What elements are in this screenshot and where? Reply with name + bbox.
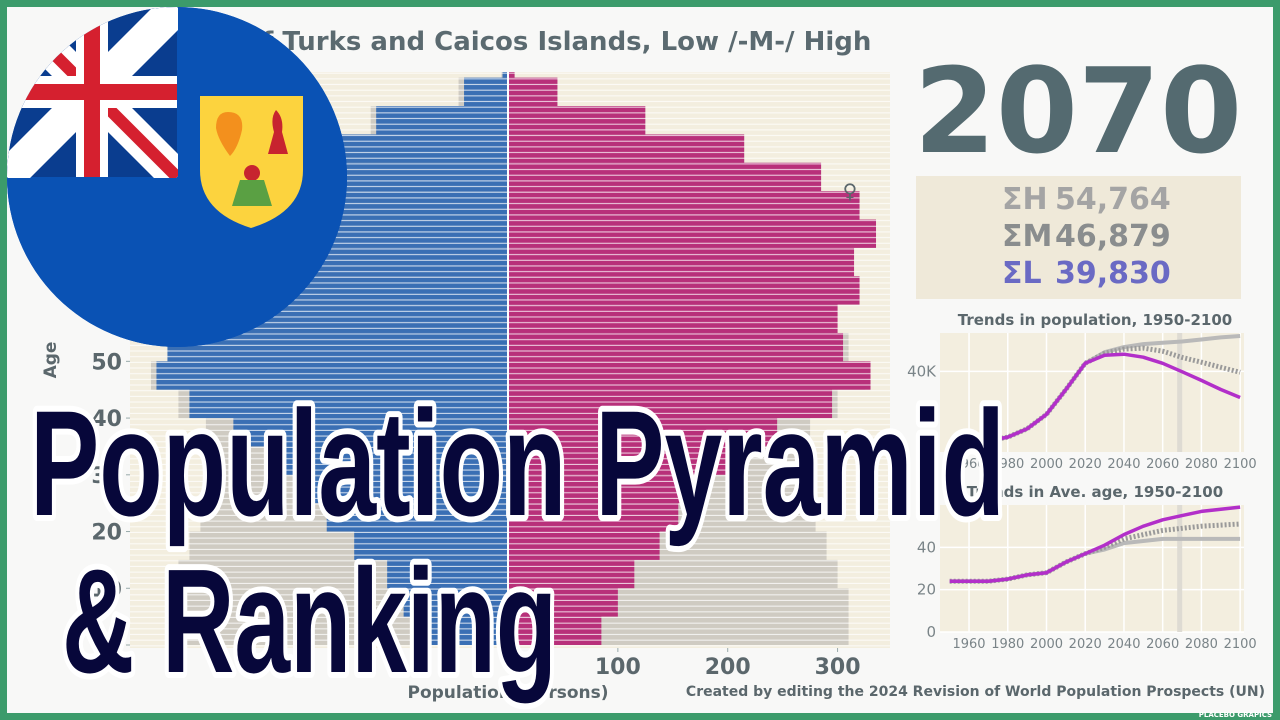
total-value: 39,830 [1055,256,1171,291]
total-label: ΣL [1002,256,1042,291]
y-tick-label: 10 [91,577,122,602]
x-tick-label: 2000 [1030,637,1063,652]
x-tick-label: 2100 [1224,457,1257,472]
y-tick-label: 20 [917,581,936,599]
x-axis-label: Population (persons) [407,683,608,703]
x-tick-label: 300 [815,655,861,680]
chart-title: Trends in population, 1950-2100 [958,311,1232,329]
series-line [949,505,1241,583]
headline: Population Pyramid [30,379,1005,547]
year-marker [1177,505,1183,632]
x-tick-label: 2040 [1107,637,1140,652]
year: 2070 [914,42,1242,180]
x-tick-label: 2000 [1030,457,1063,472]
y-tick-label: 40K [907,362,937,380]
x-tick-label: 2040 [1107,457,1140,472]
x-tick-label: 1960 [952,457,985,472]
total-value: 54,764 [1055,182,1171,217]
totals-panel [916,176,1241,299]
total-value: 46,879 [1055,219,1171,254]
x-tick-label: 2080 [1185,637,1218,652]
x-tick-label: 1980 [991,457,1024,472]
plot-background [940,333,1244,452]
annotation: ♀ [843,179,858,203]
year-marker [1177,333,1183,452]
brand: PLACEBO GRAPICS [1199,711,1272,719]
x-tick-label: 2060 [1146,457,1179,472]
x-tick-label: 2020 [1069,637,1102,652]
y-tick-label: 20 [91,521,122,546]
x-tick-label: 1960 [952,637,985,652]
y-axis-label: Age [41,342,61,379]
y-tick-label: 0 [926,623,936,641]
headline: & Ranking [62,539,557,704]
x-tick-label: 100 [595,655,641,680]
y-tick-label: 30 [91,464,122,489]
x-tick-label: 1980 [991,637,1024,652]
total-label: ΣH [1002,182,1048,217]
y-tick-label: 50 [91,350,122,375]
y-tick-label: 40 [917,538,936,556]
x-tick-label: 200 [705,655,751,680]
y-tick-label: 0 [107,634,122,659]
x-tick-label: 2100 [1224,637,1257,652]
credit: Created by editing the 2024 Revision of … [686,684,1265,700]
total-label: ΣM [1002,219,1052,254]
chart-title: Trends in Ave. age, 1950-2100 [967,483,1223,501]
x-tick-label: 2060 [1146,637,1179,652]
y-tick-label: 40 [91,407,122,432]
x-tick-label: 2080 [1185,457,1218,472]
chart-title: f Turks and Caicos Islands, Low /-M-/ Hi… [262,27,871,57]
series-line [949,352,1241,443]
x-tick-label: 2020 [1069,457,1102,472]
